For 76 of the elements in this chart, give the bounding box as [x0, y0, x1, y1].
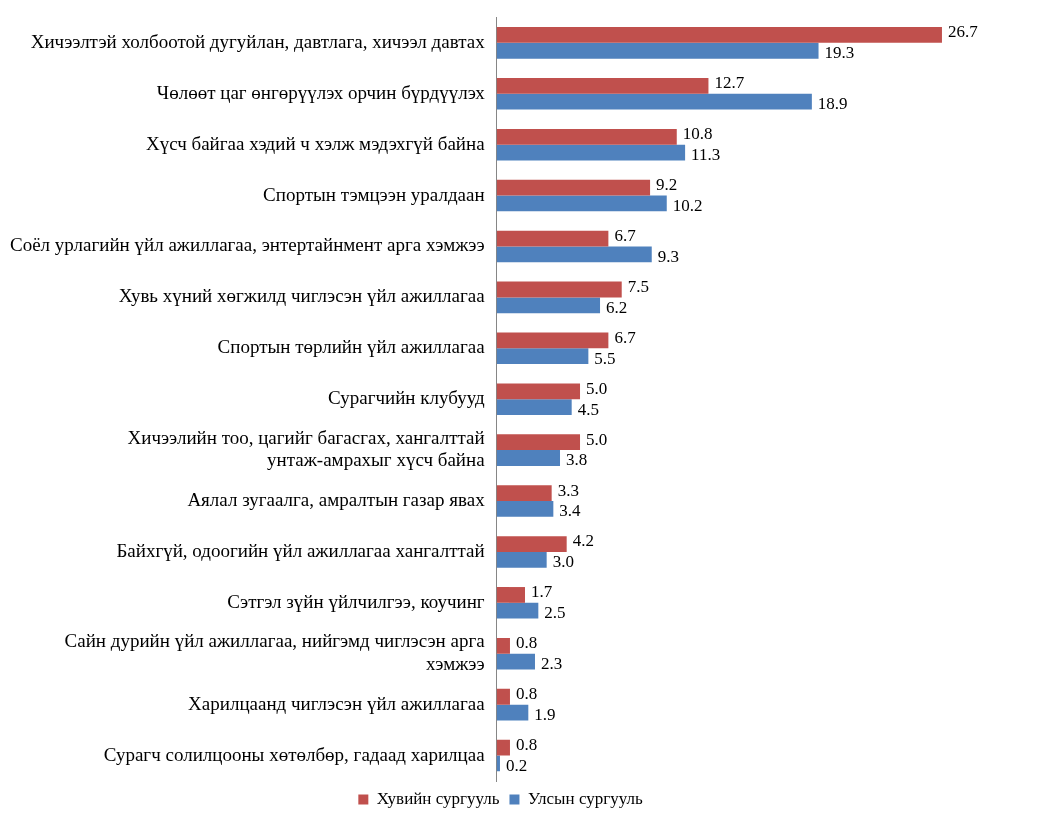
y-tick-label: Харилцаанд чиглэсэн үйл ажиллагаа	[188, 692, 486, 714]
y-tick-label: Байхгүй, одоогийн үйл ажиллагаа хангалттай	[116, 539, 485, 561]
data-label: 10.2	[672, 195, 703, 215]
bar	[496, 704, 529, 721]
data-label: 0.8	[515, 684, 538, 704]
y-tick-label: Сайн дурийн үйл ажиллагаа, нийгэмд чиглэсэн арга хэмжээ	[64, 630, 486, 675]
bar	[496, 434, 581, 451]
bar	[496, 637, 510, 654]
data-label: 18.9	[817, 94, 848, 114]
data-label: 19.3	[824, 43, 855, 63]
bar	[496, 383, 581, 400]
y-tick-label: Хичээлтэй холбоотой дугуйлан, давтлага, хичээл давтах	[30, 30, 486, 52]
data-label: 3.8	[566, 450, 588, 470]
bar	[496, 93, 812, 110]
data-label: 5.0	[586, 378, 608, 398]
data-label: 0.8	[515, 735, 538, 755]
data-label: 2.3	[540, 654, 563, 674]
bar	[496, 688, 510, 705]
bar	[496, 332, 609, 349]
bar	[496, 551, 547, 568]
data-label: 1.7	[530, 582, 553, 602]
y-tick-label: Хичээлийн тоо, цагийг багасгах, хангалттай унтаж-амрахыг хүсч байна	[127, 426, 486, 471]
data-label: 4.2	[572, 531, 594, 551]
bar	[496, 297, 601, 314]
bar	[496, 281, 622, 298]
y-tick-label: Соёл урлагийн үйл ажиллагаа, энтертайнмент арга хэмжээ	[9, 234, 485, 256]
bar	[496, 348, 589, 365]
y-tick-label: Хүсч байгаа хэдий ч хэлж мэдэхгүй байна	[145, 132, 486, 154]
data-label: 2.5	[544, 603, 566, 623]
data-label: 1.9	[534, 705, 556, 724]
data-label: 5.0	[586, 429, 608, 449]
data-label: 26.7	[947, 22, 979, 42]
data-label: 3.4	[559, 501, 582, 521]
bar	[496, 399, 572, 415]
data-label: 9.3	[657, 246, 679, 266]
data-label: 3.0	[552, 552, 574, 572]
bar	[496, 77, 709, 94]
bar	[496, 653, 535, 670]
legend-label: Улсын сургууль	[527, 788, 643, 808]
data-label: 5.5	[594, 348, 616, 368]
y-tick-label: Хувь хүний хөгжилд чиглэсэн үйл ажиллагаа	[118, 285, 486, 307]
bar	[496, 195, 667, 212]
bar	[496, 144, 686, 161]
data-label: 0.2	[505, 755, 528, 775]
data-label: 9.2	[656, 175, 678, 195]
y-tick-label: Спортын төрлийн үйл ажиллагаа	[217, 336, 486, 358]
bar	[496, 128, 677, 145]
bar	[496, 42, 819, 59]
y-tick-label: Аялал зугаалга, амралтын газар явах	[187, 489, 486, 510]
bar	[496, 230, 609, 247]
bar	[496, 602, 539, 619]
bar	[496, 587, 525, 603]
data-label: 3.3	[557, 480, 579, 500]
y-tick-label: Сурагчийн клубууд	[328, 387, 485, 409]
bar	[496, 27, 942, 43]
bar	[496, 536, 567, 552]
data-label: 0.8	[515, 633, 538, 653]
data-label: 6.2	[606, 297, 628, 317]
bar	[496, 246, 652, 263]
bar	[496, 739, 510, 756]
y-tick-label: Чөлөөт цаг өнгөрүүлэх орчин бүрдүүлэх	[156, 81, 486, 103]
legend-label: Хувийн сургууль	[376, 788, 500, 808]
y-tick-label: Спортын тэмцээн уралдаан	[263, 183, 485, 205]
data-label: 6.7	[614, 226, 637, 246]
data-label: 6.7	[614, 327, 637, 347]
bar	[496, 450, 561, 466]
y-tick-label: Сурагч солилцооны хөтөлбөр, гадаад харилцаа	[103, 743, 486, 765]
y-tick-label: Сэтгэл зүйн үйлчилгээ, коучинг	[227, 590, 485, 612]
data-label: 12.7	[714, 73, 745, 93]
data-label: 11.3	[691, 145, 721, 165]
bar	[496, 485, 552, 502]
bar	[496, 501, 554, 517]
data-label: 10.8	[682, 124, 713, 144]
data-label: 4.5	[577, 399, 599, 419]
bar	[496, 179, 651, 196]
data-label: 7.5	[627, 276, 649, 296]
